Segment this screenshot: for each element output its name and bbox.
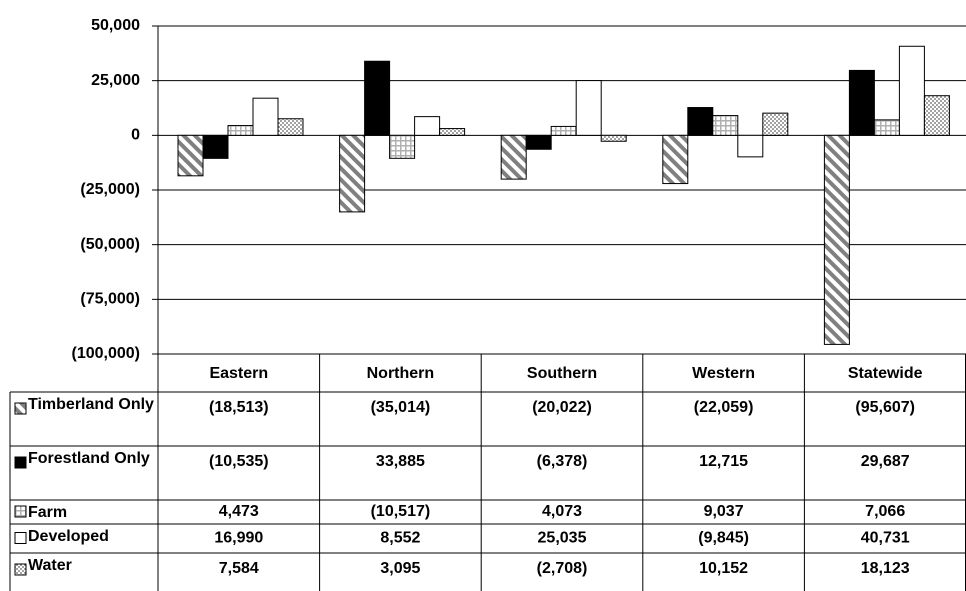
legend-cell: Farm (28, 504, 68, 521)
bar (500, 134, 527, 180)
value-label: 18,123 (861, 560, 910, 577)
legend-swatch (14, 563, 27, 576)
legend-label: Water (28, 557, 72, 574)
bar (439, 128, 466, 136)
category-label: Western (692, 365, 755, 382)
value-label: (22,059) (694, 399, 754, 416)
value-label: (2,708) (537, 560, 588, 577)
bar (389, 134, 416, 159)
legend-label: Timberland Only (28, 396, 154, 413)
legend-label: Farm (28, 504, 68, 521)
value-label: 4,073 (542, 503, 582, 520)
y-tick-label: 50,000 (91, 17, 140, 34)
bar (823, 134, 850, 345)
legend-swatch (14, 532, 27, 544)
bar (364, 60, 391, 136)
legend-label: Forestland Only (28, 450, 150, 467)
category-label: Southern (527, 365, 597, 382)
y-tick-label: 25,000 (91, 72, 140, 89)
bar (662, 134, 689, 185)
value-label: (10,535) (209, 453, 269, 470)
y-tick-label: (100,000) (72, 345, 141, 362)
category-label: Northern (367, 365, 435, 382)
value-label: 16,990 (214, 530, 263, 547)
bar (277, 118, 304, 136)
legend-swatch (14, 456, 27, 469)
y-tick-label: 0 (131, 127, 140, 144)
legend-cell: Timberland Only (28, 396, 154, 413)
legend-label: Developed (28, 528, 109, 545)
bar (762, 112, 789, 136)
bar (550, 125, 577, 136)
legend-swatch (14, 505, 27, 518)
value-label: 9,037 (704, 503, 744, 520)
legend-cell: Forestland Only (28, 450, 150, 467)
bar (252, 97, 279, 136)
legend-cell: Developed (28, 528, 109, 545)
value-label: 8,552 (380, 530, 420, 547)
category-label: Eastern (209, 365, 268, 382)
value-label: (10,517) (371, 503, 431, 520)
value-label: 12,715 (699, 453, 748, 470)
value-label: (18,513) (209, 399, 269, 416)
y-tick-label: (25,000) (80, 181, 140, 198)
value-label: 33,885 (376, 453, 425, 470)
bar (525, 134, 552, 150)
value-label: 40,731 (861, 530, 910, 547)
bar (712, 115, 739, 136)
value-label: 7,066 (865, 503, 905, 520)
bar (737, 134, 764, 158)
value-label: 3,095 (380, 560, 420, 577)
bar (414, 116, 441, 136)
bar (600, 134, 627, 142)
bar (575, 80, 602, 136)
bar (177, 134, 204, 177)
value-label: (95,607) (855, 399, 915, 416)
bar (202, 134, 229, 159)
y-tick-label: (50,000) (80, 236, 140, 253)
value-label: 29,687 (861, 453, 910, 470)
value-label: 25,035 (538, 530, 587, 547)
bar (227, 125, 254, 136)
value-label: (20,022) (532, 399, 592, 416)
bar (339, 134, 366, 213)
y-tick-label: (75,000) (80, 291, 140, 308)
value-label: (9,845) (698, 530, 749, 547)
value-label: (35,014) (371, 399, 431, 416)
category-label: Statewide (848, 365, 923, 382)
bar (873, 119, 900, 136)
value-label: 7,584 (219, 560, 259, 577)
value-label: 10,152 (699, 560, 748, 577)
value-label: (6,378) (537, 453, 588, 470)
bar (848, 69, 875, 136)
legend-swatch (14, 402, 27, 415)
bar (898, 45, 925, 136)
value-label: 4,473 (219, 503, 259, 520)
legend-cell: Water (28, 557, 72, 574)
bar (923, 95, 950, 136)
bar (687, 107, 714, 136)
